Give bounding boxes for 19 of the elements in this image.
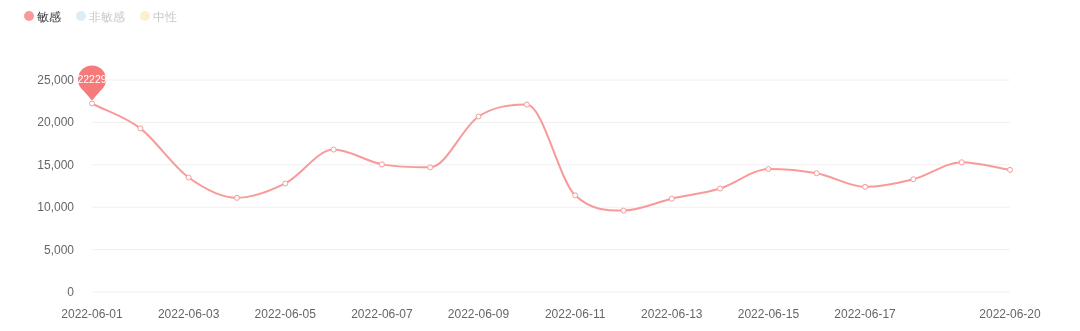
- y-tick-label: 10,000: [37, 200, 75, 215]
- y-tick-label: 15,000: [37, 157, 75, 172]
- x-tick-label: 2022-06-20: [979, 307, 1042, 321]
- y-tick-label: 25,000: [37, 73, 75, 87]
- x-tick-label: 2022-06-17: [834, 307, 897, 321]
- x-tick-label: 2022-06-07: [351, 307, 413, 321]
- x-tick-label: 2022-06-01: [61, 307, 124, 321]
- x-tick-label: 2022-06-11: [544, 307, 606, 321]
- legend-item: 敏感: [24, 9, 61, 24]
- x-tick-label: 2022-06-03: [157, 307, 220, 321]
- legend-label: 敏感: [37, 9, 61, 24]
- x-tick-label: 2022-06-05: [254, 307, 317, 321]
- y-tick-label: 0: [67, 285, 75, 299]
- x-tick-label: 2022-06-13: [641, 307, 703, 321]
- x-tick-label: 2022-06-09: [447, 307, 510, 321]
- annotation: 22229: [77, 73, 107, 86]
- x-tick-label: 2022-06-15: [737, 307, 800, 321]
- y-tick-label: 20,000: [37, 115, 75, 130]
- y-tick-label: 5,000: [43, 242, 75, 257]
